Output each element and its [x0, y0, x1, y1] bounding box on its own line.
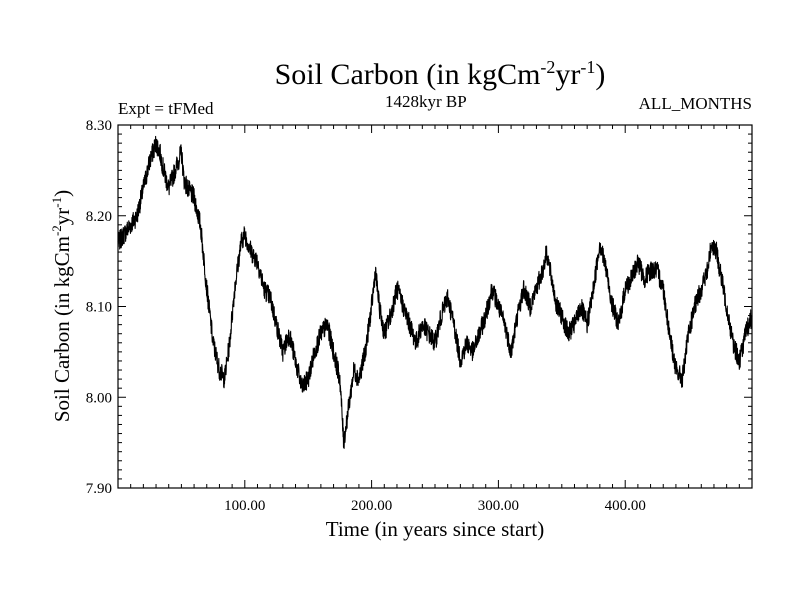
x-tick-label: 100.00	[224, 498, 265, 514]
x-tick-label: 200.00	[351, 498, 392, 514]
subtitle-left: Expt = tFMed	[118, 99, 214, 118]
subtitle-right: ALL_MONTHS	[638, 94, 752, 113]
x-axis-label: Time (in years since start)	[326, 517, 545, 541]
tick-labels-group: 100.00 200.00 300.00 400.00 7.90 8.00 8.10 8.20…	[86, 118, 646, 514]
chart-title-end: )	[595, 58, 606, 91]
y-tick-label: 8.00	[86, 390, 112, 406]
y-tick-label: 7.90	[86, 481, 112, 497]
y-tick-label: 8.30	[86, 118, 112, 134]
subtitle-center: 1428kyr BP	[385, 92, 467, 111]
chart-title-main: Soil Carbon (in kgCm	[274, 58, 541, 91]
y-tick-label: 8.10	[86, 300, 112, 316]
chart-title: Soil Carbon (in kgCm-2yr-1)	[0, 57, 800, 92]
series-group	[117, 135, 753, 449]
y-tick-label: 8.20	[86, 209, 112, 225]
x-tick-label: 300.00	[478, 498, 519, 514]
chart-title-exp2: -1	[580, 57, 596, 77]
series-line	[117, 135, 753, 449]
chart-title-exp1: -2	[540, 57, 556, 77]
x-tick-label: 400.00	[605, 498, 646, 514]
plot-frame	[117, 124, 753, 489]
ticks-group	[117, 124, 753, 489]
chart-title-mid: yr	[555, 58, 581, 91]
